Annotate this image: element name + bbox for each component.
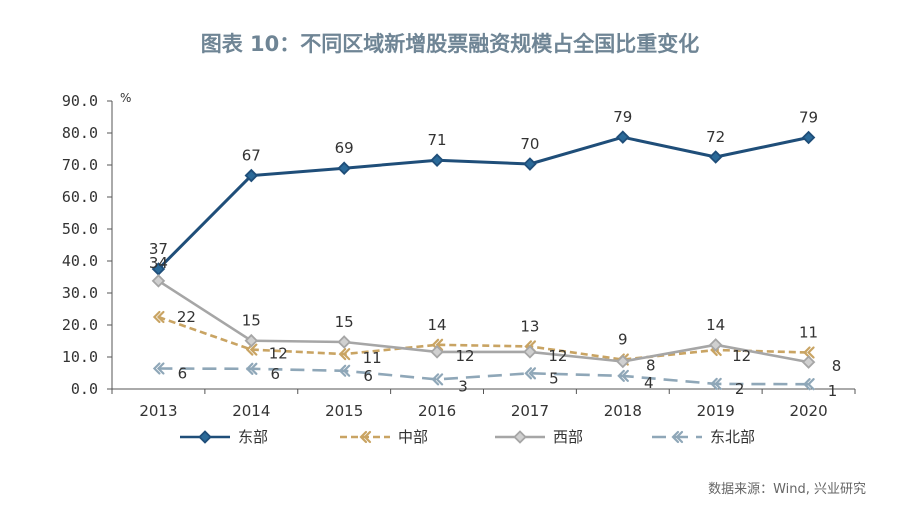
series-3-point bbox=[337, 335, 351, 349]
series-2-data-label: 14 bbox=[428, 316, 447, 334]
x-tick-label: 2017 bbox=[511, 402, 549, 420]
series-4-point bbox=[338, 364, 351, 377]
y-tick-label: 40.0 bbox=[62, 252, 98, 270]
legend-label: 西部 bbox=[553, 428, 583, 446]
y-tick-label: 0.0 bbox=[71, 380, 98, 398]
y-tick-label: 10.0 bbox=[62, 348, 98, 366]
series-1-point bbox=[708, 150, 723, 164]
series-2-line bbox=[157, 315, 809, 361]
series-3-data-label: 8 bbox=[646, 356, 656, 374]
series-2-data-label: 12 bbox=[269, 345, 288, 363]
x-tick-label: 2019 bbox=[697, 402, 735, 420]
series-1-data-label: 69 bbox=[335, 139, 354, 157]
series-4-point bbox=[245, 362, 258, 375]
x-tick-label: 2016 bbox=[418, 402, 456, 420]
x-tick-label: 2014 bbox=[232, 402, 270, 420]
series-3-data-label: 15 bbox=[242, 312, 261, 330]
series-1-data-label: 67 bbox=[242, 147, 261, 165]
y-tick-label: 20.0 bbox=[62, 316, 98, 334]
series-4-data-label: 6 bbox=[271, 365, 281, 383]
series-3-data-label: 15 bbox=[335, 313, 354, 331]
legend-label: 东北部 bbox=[710, 428, 755, 446]
y-tick-label: 60.0 bbox=[62, 188, 98, 206]
legend-item-1: 东部 bbox=[180, 428, 268, 446]
series-3-data-label: 14 bbox=[706, 316, 725, 334]
legend-item-3: 西部 bbox=[495, 428, 583, 446]
series-1-point bbox=[801, 130, 816, 145]
legend-label: 中部 bbox=[398, 428, 428, 446]
unit-label: % bbox=[120, 91, 131, 105]
series-4-point bbox=[803, 378, 815, 391]
series-4-point bbox=[617, 369, 629, 382]
legend-marker bbox=[359, 430, 372, 444]
series-2-data-label: 11 bbox=[363, 349, 382, 367]
series-3-point bbox=[151, 274, 166, 288]
series-4-point bbox=[710, 377, 722, 390]
legend-marker bbox=[198, 430, 212, 444]
series-1-data-label: 79 bbox=[799, 108, 818, 126]
x-tick-label: 2020 bbox=[789, 402, 827, 420]
legend-item-2: 中部 bbox=[340, 428, 428, 446]
series-3-point bbox=[801, 355, 816, 369]
y-tick-label: 50.0 bbox=[62, 220, 98, 238]
x-tick-label: 2018 bbox=[604, 402, 642, 420]
series-2-data-label: 11 bbox=[799, 324, 818, 342]
series-2-data-label: 22 bbox=[177, 308, 196, 326]
series-3-data-label: 8 bbox=[832, 357, 842, 375]
series-1-data-label: 70 bbox=[520, 135, 539, 153]
series-4-data-label: 5 bbox=[549, 369, 559, 387]
chart-title: 图表 10：不同区域新增股票融资规模占全国比重变化 bbox=[201, 32, 700, 56]
series-3-point bbox=[708, 338, 723, 352]
y-tick-label: 80.0 bbox=[62, 124, 98, 142]
series-4-point bbox=[431, 373, 444, 386]
series-1-point bbox=[337, 161, 351, 175]
series-4-data-label: 2 bbox=[735, 380, 745, 398]
series-3-point bbox=[523, 345, 537, 359]
series-1-point bbox=[523, 157, 537, 171]
series-3-data-label: 34 bbox=[149, 254, 168, 272]
legend-marker bbox=[671, 430, 684, 444]
series-1-data-label: 71 bbox=[428, 131, 447, 149]
legend-label: 东部 bbox=[238, 428, 268, 446]
series-1-data-label: 79 bbox=[613, 108, 632, 126]
series-2-point bbox=[338, 348, 351, 361]
y-tick-label: 70.0 bbox=[62, 156, 98, 174]
legend-marker bbox=[513, 430, 527, 444]
series-3-data-label: 12 bbox=[456, 347, 475, 365]
series-4-data-label: 1 bbox=[828, 382, 838, 400]
series-4-line bbox=[158, 367, 809, 386]
series-1-data-label: 37 bbox=[149, 240, 168, 258]
series-1-data-label: 72 bbox=[706, 128, 725, 146]
series-2-data-label: 9 bbox=[618, 331, 628, 349]
series-1-point bbox=[244, 168, 259, 183]
y-tick-label: 90.0 bbox=[62, 92, 98, 110]
series-3-line bbox=[157, 279, 809, 364]
series-4-point bbox=[524, 367, 537, 380]
series-2-point bbox=[152, 310, 165, 324]
series-3-data-label: 12 bbox=[548, 347, 567, 365]
series-4-point bbox=[152, 362, 165, 375]
series-4-data-label: 6 bbox=[178, 365, 188, 383]
legend-item-4: 东北部 bbox=[652, 428, 755, 446]
series-2-data-label: 12 bbox=[732, 347, 751, 365]
series-4-data-label: 6 bbox=[363, 367, 373, 385]
series-1-point bbox=[616, 130, 630, 144]
series-2-data-label: 13 bbox=[520, 317, 539, 335]
series-1-line bbox=[157, 135, 809, 271]
source-note: 数据来源：Wind, 兴业研究 bbox=[708, 482, 866, 497]
series-3-point bbox=[616, 354, 630, 369]
series-4-data-label: 4 bbox=[644, 374, 654, 392]
series-3-point bbox=[244, 333, 259, 348]
series-1-point bbox=[430, 153, 444, 167]
series-4-data-label: 3 bbox=[458, 377, 468, 395]
series-2-point bbox=[803, 346, 815, 359]
x-tick-label: 2015 bbox=[325, 402, 363, 420]
series-3-point bbox=[430, 345, 444, 359]
x-tick-label: 2013 bbox=[139, 402, 177, 420]
y-tick-label: 30.0 bbox=[62, 284, 98, 302]
